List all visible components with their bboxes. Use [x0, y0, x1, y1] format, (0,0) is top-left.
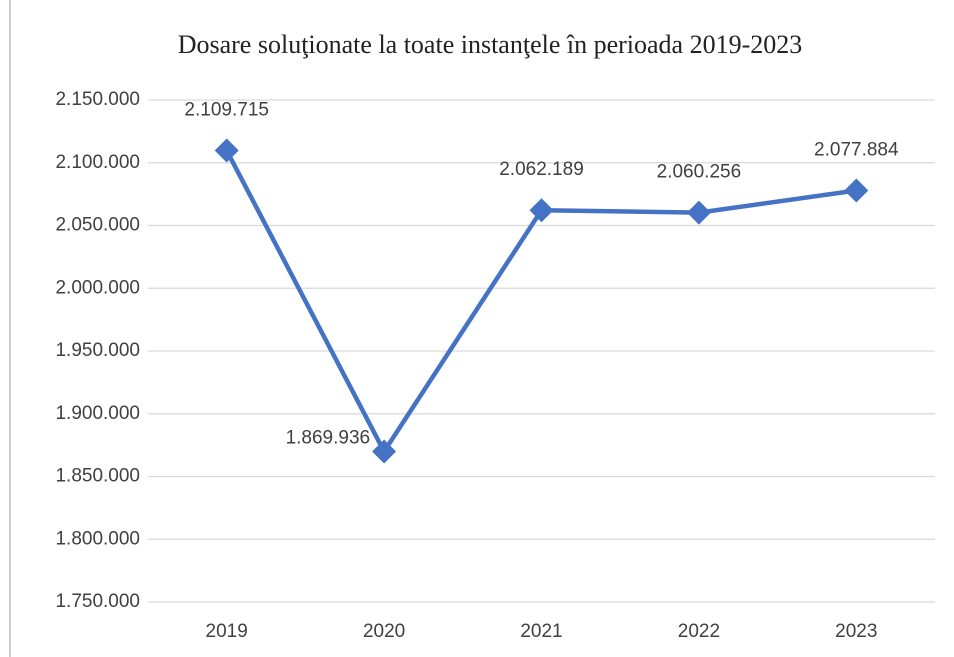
- y-tick-label: 1.850.000: [55, 466, 140, 487]
- data-marker: [214, 138, 239, 163]
- chart-border: [9, 0, 11, 657]
- y-tick-label: 1.750.000: [55, 591, 140, 612]
- y-tick-label: 2.050.000: [55, 215, 140, 236]
- y-tick-label: 1.800.000: [55, 528, 140, 549]
- y-tick-label: 2.150.000: [55, 89, 140, 110]
- x-tick-label: 2020: [363, 621, 405, 642]
- x-tick-label: 2019: [206, 621, 248, 642]
- y-tick-label: 1.950.000: [55, 340, 140, 361]
- x-tick-label: 2023: [835, 621, 877, 642]
- data-marker: [844, 178, 869, 203]
- data-label: 2.077.884: [814, 140, 899, 161]
- data-label: 2.060.256: [657, 162, 742, 183]
- data-line: [224, 149, 857, 454]
- x-tick-label: 2021: [520, 621, 562, 642]
- data-marker: [372, 439, 397, 464]
- y-tick-label: 1.900.000: [55, 403, 140, 424]
- data-marker: [529, 198, 554, 223]
- y-tick-label: 2.000.000: [55, 277, 140, 298]
- data-label: 1.869.936: [286, 427, 371, 448]
- data-label: 2.062.189: [499, 159, 584, 180]
- y-tick-label: 2.100.000: [55, 152, 140, 173]
- data-label: 2.109.715: [184, 100, 269, 121]
- data-marker: [686, 200, 711, 225]
- x-tick-label: 2022: [678, 621, 720, 642]
- chart-title: Dosare soluţionate la toate instanţele î…: [178, 30, 803, 59]
